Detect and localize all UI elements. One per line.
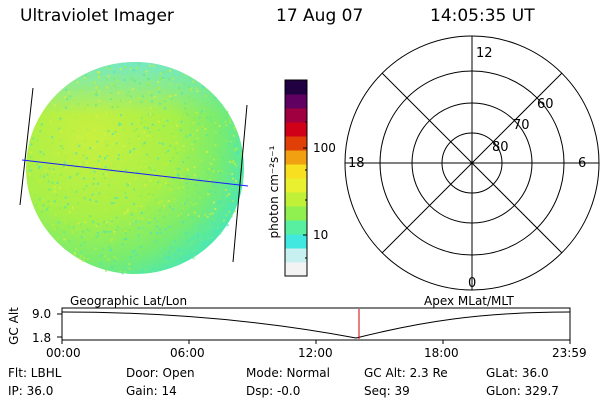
- timeline-right-title: Apex MLat/MLT: [424, 294, 514, 308]
- info-gain: Gain: 14: [126, 384, 177, 398]
- timeline-xtick-4: 23:59: [552, 346, 587, 360]
- timeline-ytick-low: 1.8: [32, 331, 52, 345]
- info-gc-alt: GC Alt: 2.3 Re: [364, 366, 448, 380]
- info-seq: Seq: 39: [364, 384, 410, 398]
- date-label: 17 Aug 07: [276, 6, 364, 26]
- polar-label-noon: 12: [476, 46, 493, 61]
- timeline-xtick-2: 12:00: [298, 346, 333, 360]
- polar-label-midnight: 0: [468, 276, 477, 291]
- colorbar-label-10: 10: [313, 228, 329, 242]
- info-glon: GLon: 329.7: [486, 384, 559, 398]
- colorbar-band: [285, 122, 307, 137]
- colorbar-band: [285, 94, 307, 109]
- altitude-curve: [61, 311, 571, 339]
- polar-label-dawn: 6: [578, 156, 587, 171]
- earth-noise-texture: [26, 62, 244, 275]
- colorbar-scale: [285, 80, 307, 277]
- instrument-title: Ultraviolet Imager: [20, 6, 174, 26]
- colorbar-band: [285, 248, 307, 263]
- colorbar-band: [285, 192, 307, 207]
- colorbar-band: [285, 164, 307, 179]
- info-mode: Mode: Normal: [246, 366, 330, 380]
- colorbar-label-100: 100: [313, 141, 336, 155]
- info-glat: GLat: 36.0: [486, 366, 549, 380]
- colorbar-band: [285, 206, 307, 221]
- timeline-xtick-1: 06:00: [170, 346, 205, 360]
- polar-label-dusk: 18: [348, 156, 365, 171]
- timeline-ytick-high: 9.0: [32, 307, 52, 321]
- polar-label-80: 80: [492, 140, 509, 155]
- time-label: 14:05:35 UT: [430, 6, 535, 26]
- colorbar-band: [285, 136, 307, 151]
- colorbar-band: [285, 150, 307, 165]
- timeline-frame: [61, 307, 571, 341]
- right-limb-line: [232, 104, 248, 263]
- info-dsp: Dsp: -0.0: [246, 384, 301, 398]
- info-door: Door: Open: [126, 366, 195, 380]
- colorbar-band: [285, 234, 307, 249]
- polar-label-70: 70: [513, 118, 530, 133]
- polar-diagonal-2: [381, 72, 563, 254]
- colorbar-band: [285, 178, 307, 193]
- info-ip: IP: 36.0: [8, 384, 54, 398]
- timeline-xtick-0: 00:00: [46, 346, 81, 360]
- info-flt: Flt: LBHL: [8, 366, 62, 380]
- left-limb-line: [19, 87, 34, 206]
- scan-line: [21, 159, 249, 187]
- colorbar-band: [285, 80, 307, 95]
- polar-label-60: 60: [537, 97, 554, 112]
- timeline-xtick-3: 18:00: [424, 346, 459, 360]
- colorbar-band: [285, 262, 307, 277]
- colorbar-band: [285, 220, 307, 235]
- colorbar-band: [285, 108, 307, 123]
- timeline-left-title: Geographic Lat/Lon: [70, 294, 188, 308]
